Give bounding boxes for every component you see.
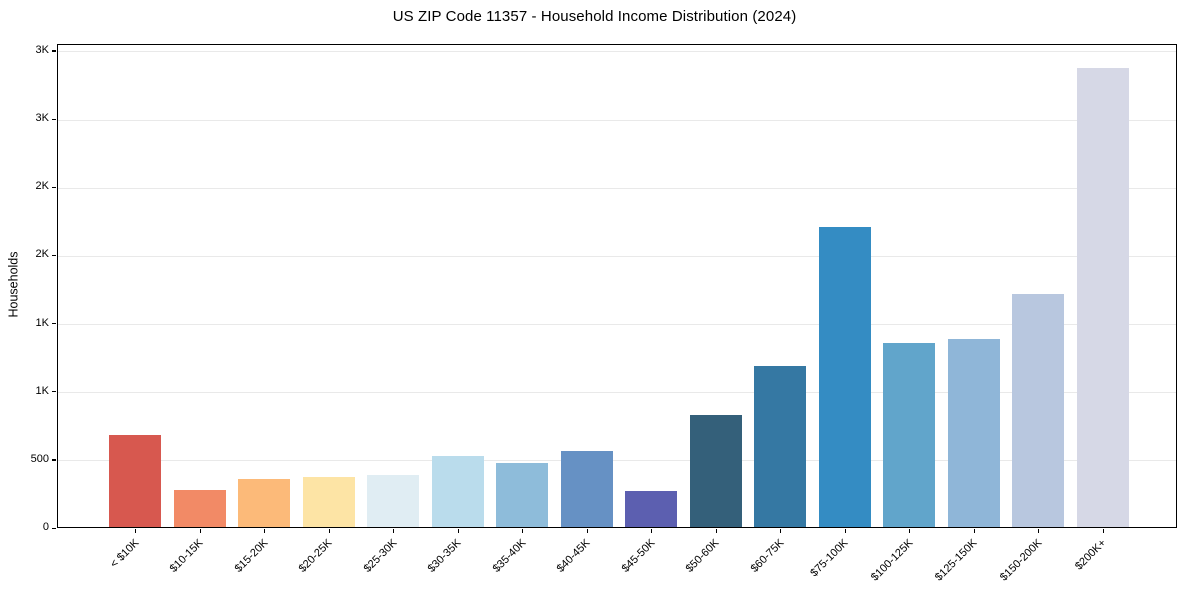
gridline	[58, 392, 1176, 394]
gridline	[58, 51, 1176, 53]
bar-35-40k	[496, 462, 548, 527]
x-tick-mark	[199, 528, 201, 533]
y-tick-label: 3K	[35, 112, 49, 125]
x-tick-mark	[1102, 528, 1104, 533]
y-tick-mark	[52, 118, 56, 120]
x-tick-mark	[522, 528, 524, 533]
y-tick-mark	[52, 323, 56, 325]
y-tick-label: 2K	[35, 180, 49, 193]
x-tick-mark	[393, 528, 395, 533]
y-tick-mark	[52, 254, 56, 257]
bar-45-50k	[625, 490, 677, 527]
y-tick-mark	[52, 527, 56, 529]
bar-200k	[1076, 67, 1129, 527]
y-tick-label: 1K	[35, 384, 49, 397]
bar-30-35k	[431, 456, 484, 527]
gridline	[58, 255, 1176, 257]
y-tick-label: 3K	[35, 43, 49, 56]
x-tick-mark	[973, 528, 975, 533]
x-tick-mark	[715, 528, 717, 533]
x-tick-mark	[135, 528, 137, 533]
y-tick-mark	[52, 50, 56, 52]
gridline	[58, 187, 1176, 189]
plot-inner	[58, 45, 1176, 527]
x-tick-mark	[1038, 528, 1040, 533]
y-tick-mark	[52, 459, 56, 461]
bar-15-20k	[238, 478, 290, 527]
bar-20-25k	[302, 476, 355, 527]
x-tick-mark	[264, 528, 266, 533]
bar-40-45k	[560, 450, 613, 527]
bar-60-75k	[754, 366, 806, 527]
gridline	[58, 324, 1176, 326]
x-tick-mark	[651, 528, 653, 533]
y-tick-label: 2K	[35, 248, 49, 261]
bar-150-200k	[1012, 293, 1064, 527]
x-tick-mark	[909, 528, 911, 533]
bar-75-100k	[818, 227, 871, 527]
x-tick-mark	[780, 528, 782, 533]
x-tick-mark	[457, 528, 459, 533]
bar-50-60k	[689, 414, 742, 527]
gridline	[58, 119, 1176, 121]
y-tick-label: 0	[42, 521, 49, 533]
bar-25-30k	[367, 475, 419, 527]
y-tick-label: 500	[30, 452, 49, 465]
y-tick-mark	[52, 391, 56, 393]
x-tick-mark	[586, 528, 588, 533]
bar-10-15k	[173, 490, 226, 527]
y-tick-mark	[52, 186, 56, 188]
x-tick-label: < $10K	[107, 537, 141, 571]
plot-area	[57, 43, 1177, 528]
x-tick-mark	[328, 528, 330, 533]
x-tick-mark	[844, 528, 846, 533]
bar-100-125k	[883, 343, 935, 527]
chart-title: US ZIP Code 11357 - Household Income Dis…	[392, 8, 797, 25]
gridline	[58, 460, 1176, 462]
bar-10k	[109, 435, 161, 527]
bar-125-150k	[947, 338, 1000, 527]
y-tick-label: 1K	[35, 316, 49, 329]
